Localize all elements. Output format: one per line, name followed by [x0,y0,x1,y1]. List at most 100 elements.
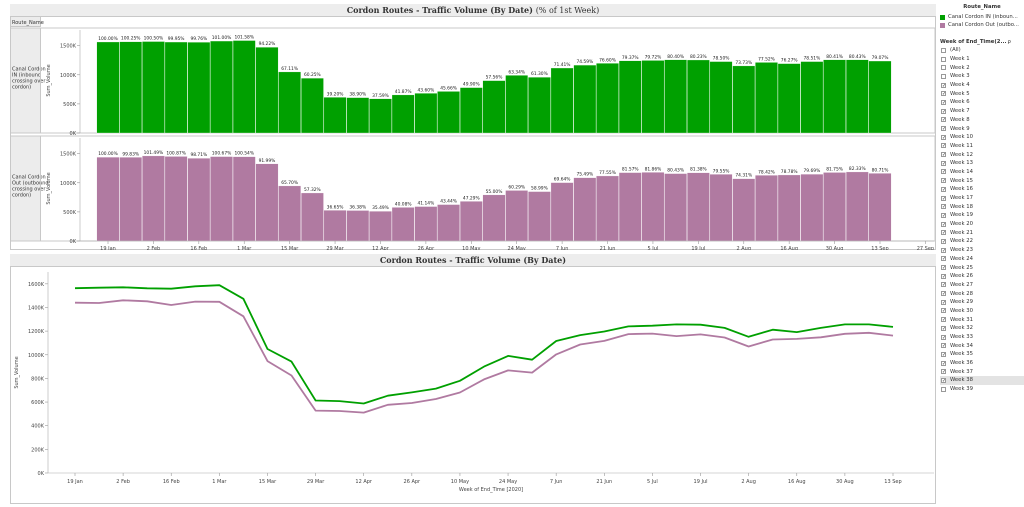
week-filter-item[interactable]: ✓ Week 11 [940,142,1024,151]
week-filter-item[interactable]: Week 39 [940,385,1024,394]
checkbox[interactable]: ✓ [941,204,947,211]
week-filter-item[interactable]: ✓ Week 34 [940,341,1024,350]
bar-pct-label: 36.65% [327,204,344,210]
week-filter-item[interactable]: ✓ Week 25 [940,263,1024,272]
checkbox[interactable]: ✓ [941,108,947,115]
week-filter-item[interactable]: ✓ Week 14 [940,168,1024,177]
checkbox[interactable]: ✓ [941,99,947,106]
checkbox[interactable]: ✓ [941,299,947,306]
checkbox[interactable]: ✓ [941,291,947,298]
checkbox[interactable]: ✓ [941,178,947,185]
week-filter-item[interactable]: ✓ Week 15 [940,176,1024,185]
x-tick-label: 10 May [451,479,469,485]
bar-pct-label: 63.34% [508,69,525,75]
week-filter-item[interactable]: ✓ Week 5 [940,89,1024,98]
week-filter-item[interactable]: ✓ Week 19 [940,211,1024,220]
checkbox[interactable]: ✓ [941,117,947,124]
week-filter-item[interactable]: ✓ Week 33 [940,333,1024,342]
week-filter-item[interactable]: ✓ Week 36 [940,359,1024,368]
checkbox[interactable] [941,65,946,71]
bar [732,65,756,134]
checkbox[interactable]: ✓ [941,360,947,367]
checkbox[interactable]: ✓ [941,126,947,133]
week-filter-item[interactable]: ✓ Week 37 [940,367,1024,376]
checkbox[interactable]: ✓ [941,343,947,350]
week-filter-item[interactable]: ✓ Week 4 [940,81,1024,90]
bar [709,174,733,242]
week-filter-item[interactable]: (All) [940,46,1024,55]
week-filter-item[interactable]: ✓ Week 12 [940,150,1024,159]
checkbox[interactable]: ✓ [941,308,947,315]
checkbox[interactable]: ✓ [941,247,947,254]
week-filter-item[interactable]: ✓ Week 8 [940,116,1024,125]
legend-item-in[interactable]: Canal Cordon IN (inboun... [940,13,1024,21]
checkbox[interactable]: ✓ [941,325,947,332]
week-filter-item[interactable]: ✓ Week 23 [940,246,1024,255]
checkbox[interactable]: ✓ [941,91,947,98]
checkbox[interactable]: ✓ [941,377,947,384]
y-tick-label: 1500K [60,152,77,158]
checkbox[interactable]: ✓ [941,152,947,159]
checkbox[interactable]: ✓ [941,143,947,150]
week-filter-label: Week 18 [950,203,973,210]
week-filter-item[interactable]: ✓ Week 6 [940,98,1024,107]
x-tick-label: 16 Aug [788,479,806,485]
week-filter-item[interactable]: ✓ Week 38 [940,376,1024,385]
week-filter-item[interactable]: ✓ Week 18 [940,202,1024,211]
checkbox[interactable]: ✓ [941,256,947,263]
week-filter-item[interactable]: ✓ Week 27 [940,281,1024,290]
week-filter-item[interactable]: ✓ Week 22 [940,237,1024,246]
checkbox[interactable]: ✓ [941,134,947,141]
week-filter-item[interactable]: ✓ Week 13 [940,159,1024,168]
bar-pct-label: 100.00% [98,36,118,42]
week-filter-item[interactable]: ✓ Week 35 [940,350,1024,359]
checkbox[interactable] [941,56,946,62]
checkbox[interactable]: ✓ [941,160,947,167]
week-filter-item[interactable]: ✓ Week 16 [940,185,1024,194]
bar [573,64,597,134]
checkbox[interactable]: ✓ [941,221,947,228]
week-filter-item[interactable]: ✓ Week 17 [940,194,1024,203]
checkbox[interactable]: ✓ [941,282,947,289]
checkbox[interactable]: ✓ [941,238,947,245]
checkbox[interactable]: ✓ [941,186,947,193]
week-filter-item[interactable]: ✓ Week 7 [940,107,1024,116]
x-tick-label: 12 Apr [355,479,373,485]
checkbox[interactable]: ✓ [941,317,947,324]
checkbox[interactable]: ✓ [941,82,947,89]
checkbox[interactable] [941,47,946,53]
x-tick-label: 16 Aug [780,246,798,250]
checkbox[interactable]: ✓ [941,230,947,237]
week-filter-item[interactable]: Week 3 [940,72,1024,81]
week-filter-item[interactable]: ✓ Week 10 [940,133,1024,142]
week-filter-item[interactable]: ✓ Week 9 [940,124,1024,133]
search-icon[interactable]: ρ [1007,38,1011,45]
week-filter-item[interactable]: ✓ Week 32 [940,324,1024,333]
checkbox[interactable]: ✓ [941,195,947,202]
week-filter-label: Week 6 [950,99,970,106]
checkbox[interactable]: ✓ [941,169,947,176]
checkbox[interactable]: ✓ [941,369,947,376]
week-filter-item[interactable]: ✓ Week 26 [940,272,1024,281]
checkbox[interactable]: ✓ [941,334,947,341]
legend-item-out[interactable]: Canal Cordon Out (outbo... [940,21,1024,29]
week-filter-item[interactable]: Week 2 [940,63,1024,72]
checkbox[interactable]: ✓ [941,265,947,272]
week-filter-item[interactable]: ✓ Week 31 [940,315,1024,324]
bar [459,201,483,242]
week-filter-item[interactable]: ✓ Week 20 [940,220,1024,229]
checkbox[interactable]: ✓ [941,273,947,280]
week-filter-item[interactable]: ✓ Week 30 [940,307,1024,316]
checkbox[interactable]: ✓ [941,212,947,219]
bar-pct-label: 67.11% [281,66,298,72]
week-filter-item[interactable]: ✓ Week 24 [940,255,1024,264]
checkbox[interactable]: ✓ [941,351,947,358]
week-filter-item[interactable]: ✓ Week 29 [940,298,1024,307]
week-filter-item[interactable]: ✓ Week 21 [940,228,1024,237]
week-filter-item[interactable]: ✓ Week 28 [940,289,1024,298]
checkbox[interactable] [941,73,946,79]
x-tick-label: 1 Mar [212,479,227,485]
week-filter-item[interactable]: Week 1 [940,55,1024,64]
checkbox[interactable] [941,386,946,392]
x-tick-label: 19 Jan [100,246,116,250]
